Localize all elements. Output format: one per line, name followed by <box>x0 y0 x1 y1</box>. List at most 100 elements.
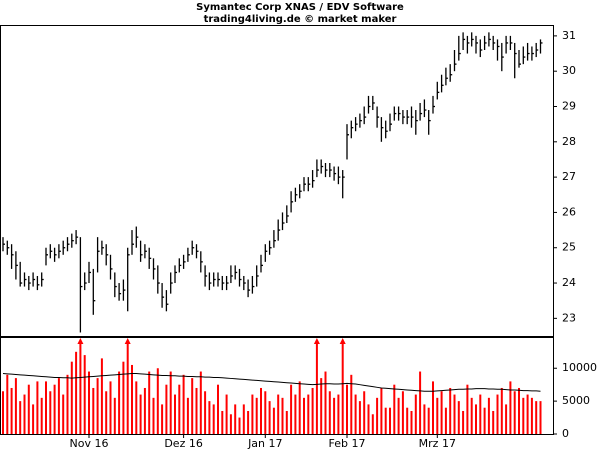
volume-bar <box>62 394 65 434</box>
volume-bar <box>217 384 219 434</box>
volume-bar <box>509 381 512 434</box>
y-tick-label: 5000 <box>562 394 590 407</box>
overflow-arrow <box>339 338 346 344</box>
volume-bar <box>75 351 78 434</box>
y-tick-label: 10000 <box>562 361 597 374</box>
y-tick-label: 0 <box>562 427 569 440</box>
volume-bar <box>148 371 151 434</box>
volume-bar <box>500 387 503 434</box>
volume-bar <box>45 381 47 434</box>
volume-bar <box>260 387 262 434</box>
volume-bar <box>242 404 245 434</box>
volume-bar <box>100 358 103 434</box>
volume-bar <box>389 407 391 434</box>
volume-bar <box>294 394 297 434</box>
volume-bar <box>161 404 164 434</box>
volume-bar <box>539 401 542 434</box>
volume-bar <box>371 414 374 434</box>
volume-bar <box>290 384 293 434</box>
volume-bar <box>10 387 13 434</box>
volume-bar <box>410 410 413 434</box>
volume-bar <box>453 394 456 434</box>
volume-bar <box>204 391 207 434</box>
volume-bar <box>423 404 426 434</box>
volume-bar <box>36 381 39 434</box>
y-tick-label: 23 <box>562 311 576 324</box>
y-tick-label: 27 <box>562 170 576 183</box>
volume-bar <box>406 407 409 434</box>
volume-bar <box>83 355 86 434</box>
volume-bar <box>2 391 4 434</box>
volume-bar <box>165 384 168 434</box>
volume-bar <box>238 417 241 434</box>
volume-bar <box>346 384 348 434</box>
x-tick-label: Jan 17 <box>247 437 282 450</box>
volume-bar <box>40 397 43 434</box>
volume-bar <box>208 401 211 434</box>
volume-bar <box>225 394 228 434</box>
volume-bar <box>113 397 116 434</box>
volume-bar <box>264 391 267 434</box>
volume-bar <box>419 371 422 434</box>
volume-bar <box>444 407 447 434</box>
volume-bar <box>393 384 396 434</box>
volume-bar <box>118 371 121 434</box>
volume-bar <box>53 384 56 434</box>
volume-bar <box>126 344 129 434</box>
volume-bar <box>6 374 9 434</box>
volume-bar <box>522 397 525 434</box>
volume-bar <box>19 401 22 434</box>
volume-bar <box>152 397 155 434</box>
x-tick-label: Mrz 17 <box>419 437 456 450</box>
volume-bar <box>496 394 499 434</box>
volume-bar <box>475 404 477 434</box>
volume-bar <box>174 394 176 434</box>
volume-bar <box>320 378 323 434</box>
volume-bar <box>401 391 404 434</box>
volume-bar <box>14 378 17 434</box>
volume-bar <box>32 404 35 434</box>
volume-bar <box>479 394 482 434</box>
volume-bar <box>487 397 490 434</box>
volume-bar <box>384 407 387 434</box>
volume-bar <box>492 410 495 434</box>
volume-bar <box>255 397 258 434</box>
price-panel <box>0 25 554 337</box>
volume-bar <box>311 387 314 434</box>
volume-bar <box>505 404 508 434</box>
volume-bar <box>272 407 275 434</box>
volume-bar <box>186 397 189 434</box>
y-tick-label: 25 <box>562 241 576 254</box>
volume-bar <box>462 410 465 434</box>
volume-bar <box>358 401 361 434</box>
volume-bar <box>363 391 366 434</box>
chart-title: Symantec Corp XNAS / EDV Software <box>196 2 404 13</box>
volume-bar <box>105 391 108 434</box>
volume-bar <box>229 414 232 434</box>
x-tick-label: Feb 17 <box>329 437 366 450</box>
volume-bar <box>234 404 237 434</box>
volume-bar <box>518 387 520 434</box>
volume-bar <box>427 407 430 434</box>
volume-bar <box>268 401 271 434</box>
volume-bar <box>96 378 99 434</box>
volume-bar <box>143 387 146 434</box>
volume-bar <box>470 397 473 434</box>
volume-bar <box>178 384 181 434</box>
volume-bar <box>337 394 340 434</box>
volume-bar <box>131 364 133 434</box>
y-tick-label: 29 <box>562 100 576 113</box>
volume-bar <box>457 401 460 434</box>
volume-bar <box>88 371 90 434</box>
volume-bar <box>324 371 327 434</box>
volume-bar <box>70 361 73 434</box>
volume-bar <box>414 394 417 434</box>
overflow-arrow <box>77 338 84 344</box>
volume-bar <box>251 394 254 434</box>
volume-bar <box>333 397 336 434</box>
volume-bar <box>122 361 125 434</box>
overflow-arrow <box>124 338 131 344</box>
chart-subtitle: trading4living.de © market maker <box>204 14 397 25</box>
volume-bar <box>199 371 202 434</box>
